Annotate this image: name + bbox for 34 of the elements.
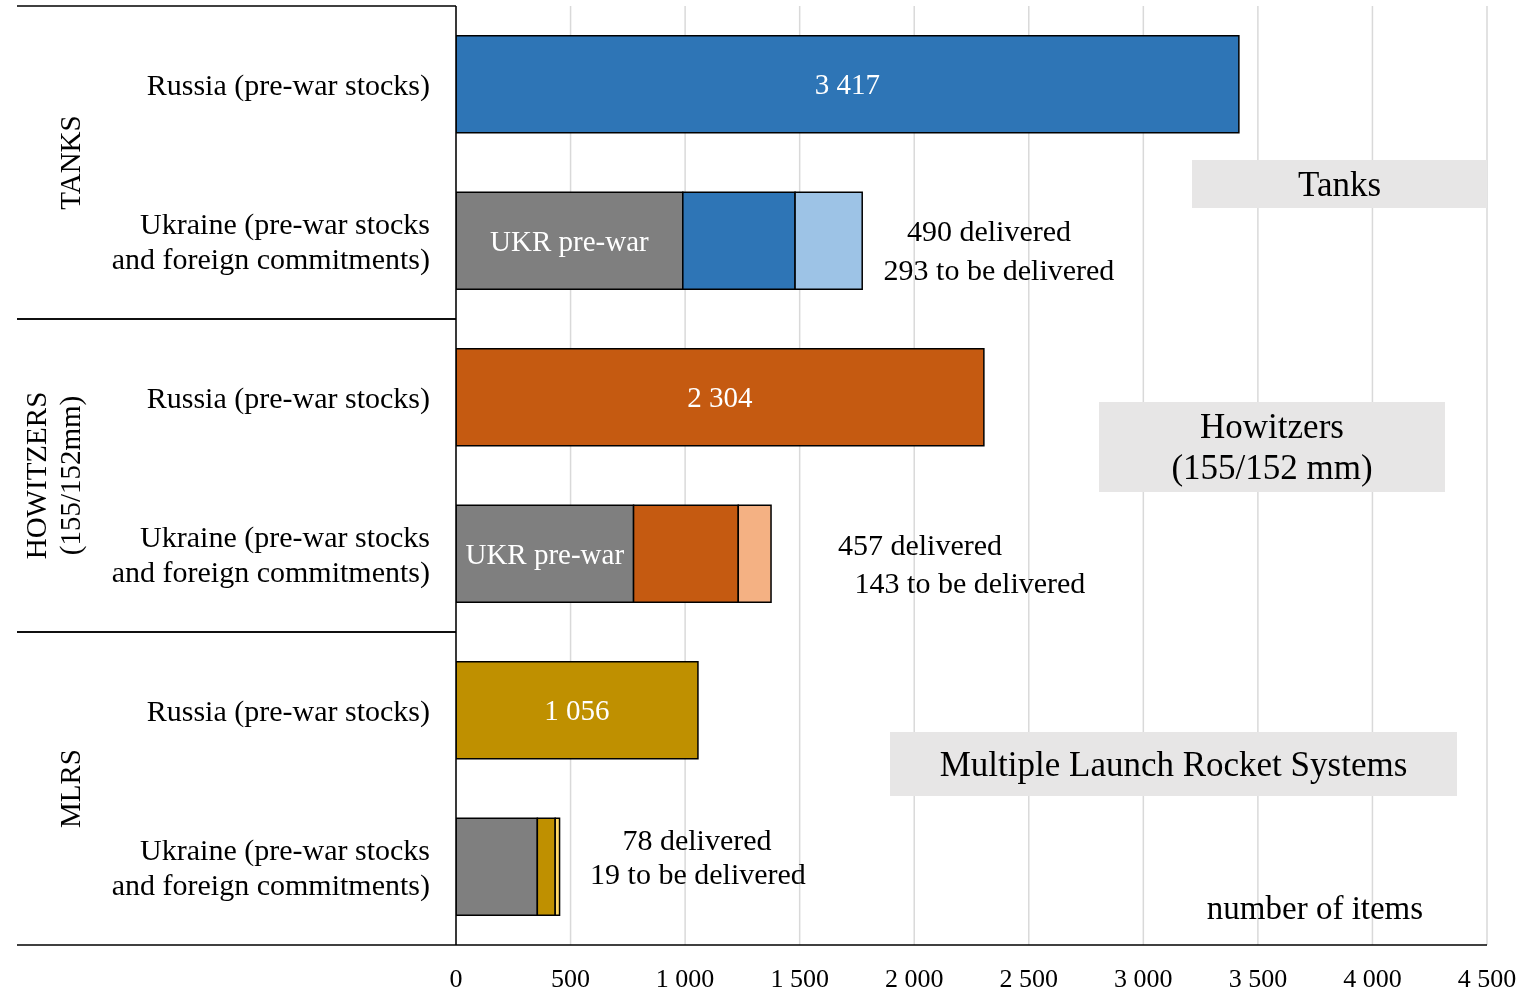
data-label: 1 056 xyxy=(544,694,610,727)
y-tick-label: Russia (pre-war stocks) xyxy=(146,380,430,415)
annotation: 19 to be delivered xyxy=(590,857,806,890)
x-tick-label: 1 500 xyxy=(770,964,829,989)
x-tick-label: 4 000 xyxy=(1343,964,1402,989)
x-axis-title: number of items xyxy=(1206,890,1424,926)
annotation: 457 delivered xyxy=(837,528,1003,561)
text: HOWITZERS (155/152mm) xyxy=(20,391,87,560)
data-label: UKR pre-war xyxy=(490,224,650,257)
x-tick-label: 500 xyxy=(551,964,591,989)
x-tick-label: 3 500 xyxy=(1228,964,1288,989)
annotation: Tanks xyxy=(1297,164,1382,204)
annotation: 78 delivered xyxy=(622,823,772,856)
x-tick-label: 3 000 xyxy=(1114,964,1173,989)
annotation: Multiple Launch Rocket Systems xyxy=(939,744,1408,784)
x-tick-label: 2 000 xyxy=(884,964,944,989)
data-label: 2 304 xyxy=(687,381,754,414)
x-tick-label: 1 000 xyxy=(655,964,715,989)
x-tick-label: 2 500 xyxy=(999,964,1059,989)
y-tick-label: Russia (pre-war stocks) xyxy=(146,67,430,102)
data-label: 3 417 xyxy=(814,68,881,101)
x-tick-label: 4 500 xyxy=(1457,964,1517,989)
y-tick-label: Ukraine (pre-war stocks and foreign commitments) xyxy=(111,519,430,589)
y-tick-label: Russia (pre-war stocks) xyxy=(146,693,430,728)
y-tick-label: Ukraine (pre-war stocks and foreign commitments) xyxy=(111,832,430,902)
annotation: 293 to be delivered xyxy=(883,253,1115,286)
x-tick-label: 0 xyxy=(449,964,463,989)
text: MLRS xyxy=(54,749,86,828)
text: TANKS xyxy=(54,115,86,210)
y-tick-label: Ukraine (pre-war stocks and foreign commitments) xyxy=(111,206,430,276)
annotation: Howitzers (155/152 mm) xyxy=(1171,407,1373,488)
annotation: 143 to be delivered xyxy=(854,566,1086,599)
data-label: UKR pre-war xyxy=(465,537,625,570)
annotation: 490 delivered xyxy=(906,214,1072,247)
